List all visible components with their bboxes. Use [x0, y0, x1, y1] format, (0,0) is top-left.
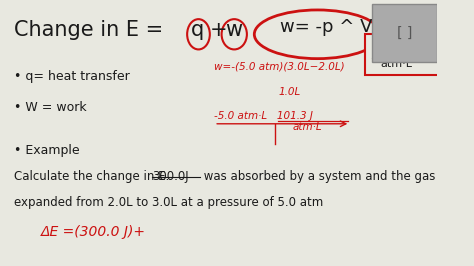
Text: atm·L: atm·L: [380, 59, 412, 69]
Text: was absorbed by a system and the gas: was absorbed by a system and the gas: [200, 170, 435, 183]
Text: 101.3 J: 101.3 J: [380, 45, 418, 55]
Text: w=-(5.0 atm)(3.0L−2.0L): w=-(5.0 atm)(3.0L−2.0L): [214, 62, 345, 72]
Text: • W = work: • W = work: [15, 101, 87, 114]
Text: Change in E =: Change in E =: [15, 20, 164, 40]
Text: 300.0J: 300.0J: [152, 170, 189, 183]
Text: -5.0 atm·L   101.3 J: -5.0 atm·L 101.3 J: [214, 111, 313, 120]
Text: • q= heat transfer: • q= heat transfer: [15, 70, 130, 83]
Text: expanded from 2.0L to 3.0L at a pressure of 5.0 atm: expanded from 2.0L to 3.0L at a pressure…: [15, 196, 324, 209]
Text: [ ]: [ ]: [397, 26, 412, 40]
Text: w: w: [225, 20, 242, 40]
Text: ΔE =(300.0 J)+: ΔE =(300.0 J)+: [41, 225, 146, 239]
Text: q: q: [191, 20, 204, 40]
Text: atm·L: atm·L: [292, 122, 322, 132]
Text: • Example: • Example: [15, 144, 80, 156]
Text: w= -p ^ V: w= -p ^ V: [280, 19, 372, 36]
Text: +: +: [210, 20, 228, 40]
FancyBboxPatch shape: [365, 34, 439, 75]
Text: 1.0L: 1.0L: [278, 87, 301, 97]
Text: Calculate the change in E.: Calculate the change in E.: [15, 170, 173, 183]
FancyBboxPatch shape: [372, 4, 438, 62]
